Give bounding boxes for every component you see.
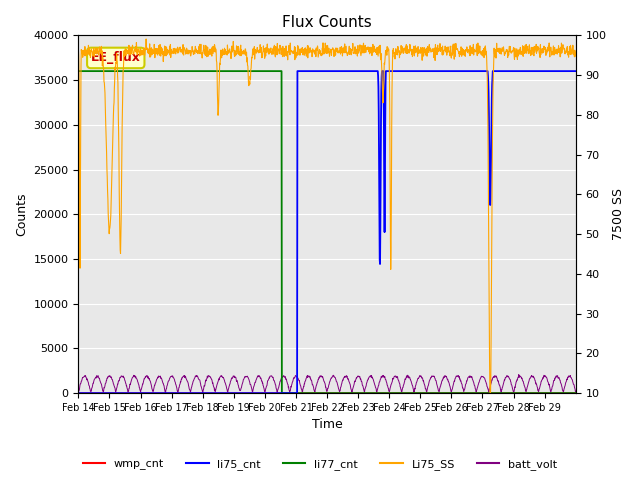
Title: Flux Counts: Flux Counts [282,15,372,30]
Y-axis label: Counts: Counts [15,192,28,236]
Y-axis label: 7500 SS: 7500 SS [612,188,625,240]
Legend: wmp_cnt, li75_cnt, li77_cnt, Li75_SS, batt_volt: wmp_cnt, li75_cnt, li77_cnt, Li75_SS, ba… [78,455,562,474]
X-axis label: Time: Time [312,419,342,432]
Text: EE_flux: EE_flux [91,51,141,64]
